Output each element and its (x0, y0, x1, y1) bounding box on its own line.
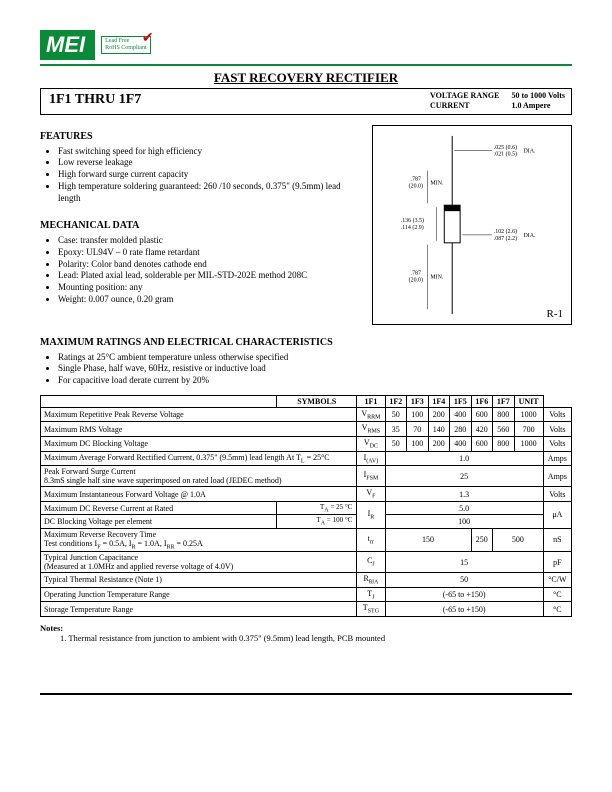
badge-line2: RoHS Compliant (105, 45, 147, 52)
page-title: FAST RECOVERY RECTIFIER (40, 70, 572, 86)
list-item: Epoxy: UL94V – 0 rate flame retardant (58, 247, 360, 259)
list-item: For capacitive load derate current by 20… (58, 375, 572, 387)
header-labels: VOLTAGE RANGE CURRENT (424, 89, 505, 114)
hdr-val-current: 1.0 Ampere (511, 101, 565, 111)
dim-w1: .102 (2.6) (494, 228, 517, 235)
package-label: R-1 (547, 308, 564, 320)
divider-green (40, 64, 572, 66)
ratings-heading: MAXIMUM RATINGS AND ELECTRICAL CHARACTER… (40, 337, 572, 348)
dim-l5: (20.0) (409, 276, 423, 283)
dim-w2: .087 (2.2) (494, 235, 517, 242)
part-range: 1F1 THRU 1F7 (41, 89, 424, 114)
mechanical-list: Case: transfer molded plasticEpoxy: UL94… (40, 235, 360, 305)
list-item: Low reverse leakage (58, 157, 360, 169)
list-item: Case: transfer molded plastic (58, 235, 360, 247)
check-icon: ✔ (142, 31, 154, 46)
list-item: Single Phase, half wave, 60Hz, resistive… (58, 363, 572, 375)
diagram-svg: .025 (0.6) .021 (0.5) DIA. .787 (20.0) M… (373, 126, 571, 324)
logo-mei: MEI (40, 30, 95, 60)
header-box: 1F1 THRU 1F7 VOLTAGE RANGE CURRENT 50 to… (40, 88, 572, 115)
dim-d2: .021 (0.5) (494, 150, 517, 157)
header-values: 50 to 1000 Volts 1.0 Ampere (505, 89, 571, 114)
dim-d3: DIA. (523, 149, 536, 155)
dim-l6: MIN. (430, 274, 444, 280)
dim-d1: .025 (0.6) (494, 144, 517, 151)
logo-row: MEI Lead Free RoHS Compliant ✔ (40, 30, 572, 60)
footer-rule (40, 693, 572, 695)
dim-w3: DIA. (523, 233, 536, 239)
dim-l3: MIN. (430, 180, 444, 186)
list-item: Mounting position: any (58, 282, 360, 294)
content-row: FEATURES Fast switching speed for high e… (40, 125, 572, 325)
badge-line1: Lead Free (105, 38, 147, 45)
left-column: FEATURES Fast switching speed for high e… (40, 125, 360, 325)
hdr-label-current: CURRENT (430, 101, 499, 111)
dim-l1: .787 (411, 176, 421, 182)
dim-l2: (20.0) (409, 182, 423, 189)
dim-b2: .114 (2.9) (401, 224, 424, 231)
hdr-label-voltage: VOLTAGE RANGE (430, 91, 499, 101)
dim-b1: .136 (3.5) (401, 217, 424, 224)
notes-item: 1. Thermal resistance from junction to a… (40, 633, 572, 643)
dim-l4: .787 (411, 270, 421, 276)
right-column: .025 (0.6) .021 (0.5) DIA. .787 (20.0) M… (372, 125, 572, 325)
spec-table: SYMBOLS1F11F21F31F41F51F61F7UNITMaximum … (40, 395, 572, 617)
list-item: High temperature soldering guaranteed: 2… (58, 181, 360, 204)
features-list: Fast switching speed for high efficiency… (40, 146, 360, 204)
features-heading: FEATURES (40, 131, 360, 142)
notes-section: Notes: 1. Thermal resistance from juncti… (40, 623, 572, 643)
mechanical-heading: MECHANICAL DATA (40, 220, 360, 231)
package-diagram: .025 (0.6) .021 (0.5) DIA. .787 (20.0) M… (372, 125, 572, 325)
list-item: High forward surge current capacity (58, 169, 360, 181)
list-item: Weight: 0.007 ounce, 0.20 gram (58, 294, 360, 306)
list-item: Ratings at 25°C ambient temperature unle… (58, 352, 572, 364)
hdr-val-voltage: 50 to 1000 Volts (511, 91, 565, 101)
list-item: Lead: Plated axial lead, solderable per … (58, 270, 360, 282)
ratings-list: Ratings at 25°C ambient temperature unle… (40, 352, 572, 387)
rohs-badge: Lead Free RoHS Compliant ✔ (101, 36, 151, 53)
list-item: Polarity: Color band denotes cathode end (58, 259, 360, 271)
list-item: Fast switching speed for high efficiency (58, 146, 360, 158)
notes-heading: Notes: (40, 623, 572, 633)
